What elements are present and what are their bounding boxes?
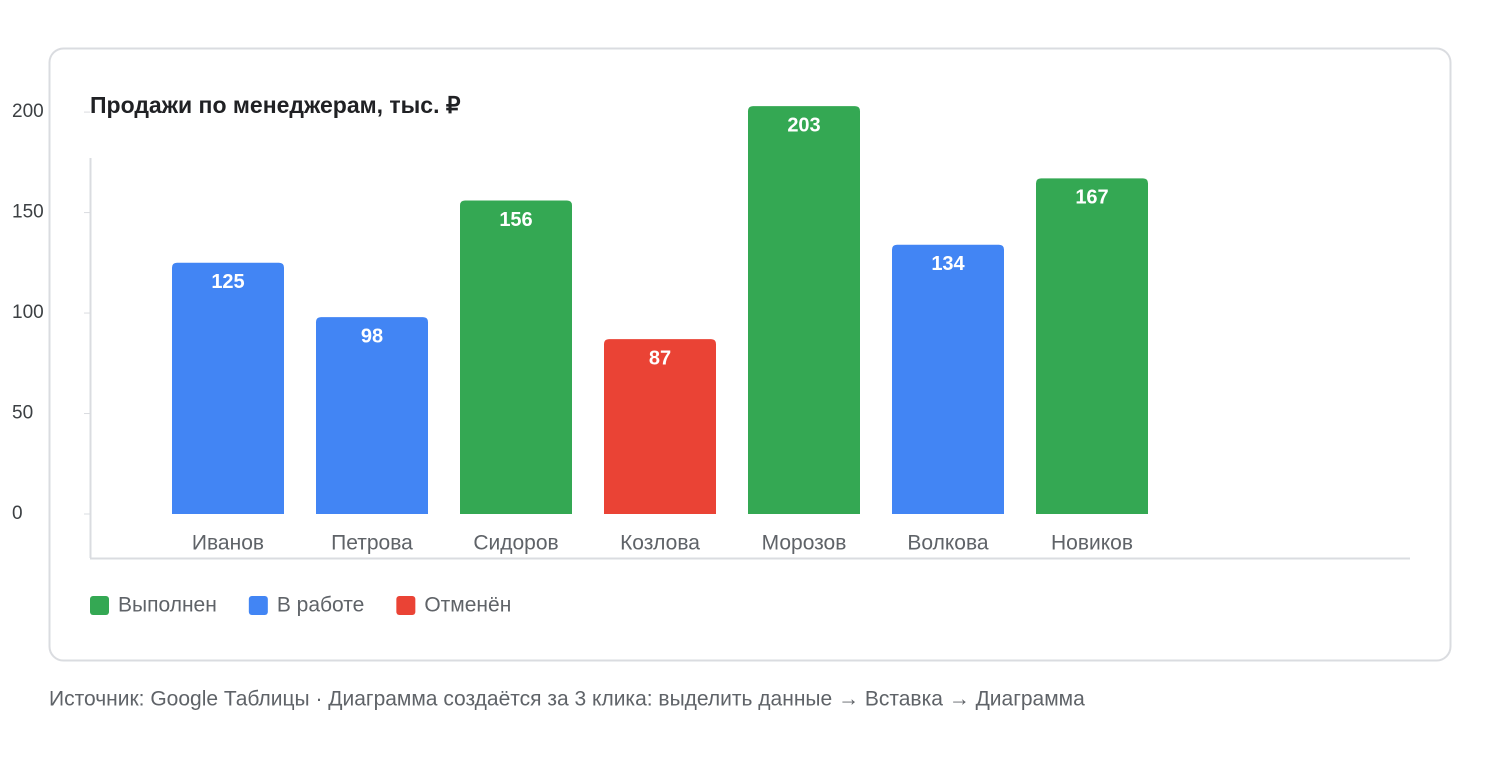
x-tick-label: Петрова	[331, 532, 413, 555]
bar-value-label: 203	[787, 114, 820, 136]
x-tick-label: Волкова	[907, 532, 989, 555]
legend-label: Выполнен	[118, 594, 217, 617]
y-tick-label: 150	[12, 202, 44, 223]
y-tick-label: 200	[12, 101, 44, 122]
legend-label: В работе	[277, 594, 365, 617]
bar-value-label: 125	[211, 271, 244, 293]
bar-value-label: 134	[931, 253, 965, 275]
x-tick-label: Новиков	[1051, 532, 1133, 555]
bar	[460, 200, 572, 514]
legend-label: Отменён	[424, 594, 511, 617]
y-tick-label: 50	[12, 403, 33, 424]
legend-swatch	[396, 596, 416, 615]
bar-value-label: 156	[499, 209, 532, 231]
y-tick-label: 0	[12, 503, 23, 524]
x-tick-label: Иванов	[192, 532, 264, 555]
bar	[748, 106, 860, 515]
chart-title: Продажи по менеджерам, тыс. ₽	[90, 92, 461, 118]
legend-swatch	[248, 596, 268, 615]
bar	[172, 262, 284, 514]
source-note: Источник: Google Таблицы · Диаграмма соз…	[49, 688, 1085, 711]
bar	[892, 244, 1004, 514]
bar	[316, 317, 428, 514]
y-tick-label: 100	[12, 302, 44, 323]
x-tick-label: Сидоров	[473, 532, 558, 555]
bar-value-label: 87	[649, 347, 671, 369]
bar	[1036, 178, 1148, 514]
bar	[604, 339, 716, 514]
x-tick-label: Морозов	[762, 532, 847, 555]
x-tick-label: Козлова	[620, 532, 700, 555]
bar-value-label: 167	[1075, 187, 1108, 209]
bar-value-label: 98	[361, 325, 383, 347]
legend-swatch	[90, 596, 109, 615]
